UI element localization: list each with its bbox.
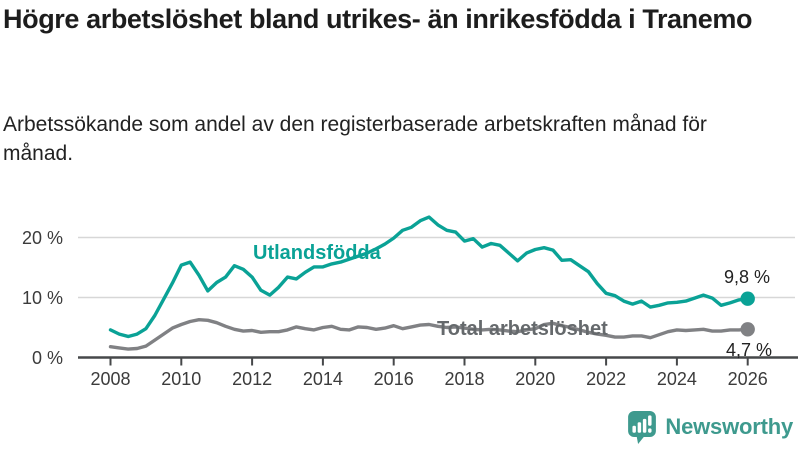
y-tick-label-20: 20 % [22,228,63,248]
x-tick-label: 2016 [374,369,414,389]
gridlines [78,236,795,299]
x-tick-label: 2008 [90,369,130,389]
y-axis-labels: 20 % 10 % 0 % [22,228,63,368]
y-tick-label-10: 10 % [22,288,63,308]
series-label-utlandsfodda: Utlandsfödda [253,242,382,264]
line-utlandsf-dda [108,215,750,339]
x-tick-label: 2026 [728,369,768,389]
series-label-total: Total arbetslöshet [437,318,608,340]
end-value-label-utlandsfodda: 9,8 % [724,267,770,287]
newsworthy-logo-link[interactable]: Newsworthy [628,409,793,445]
bar-chart-speech-bubble-icon [628,410,657,444]
x-tick-label: 2020 [515,369,555,389]
end-dot [740,291,755,306]
x-tick-label: 2024 [657,369,697,389]
x-tick-label: 2022 [586,369,626,389]
x-tick-label: 2018 [444,369,484,389]
x-tick-label: 2014 [303,369,343,389]
end-dot [740,322,755,337]
x-tick-label: 2010 [161,369,201,389]
x-tick-label: 2012 [232,369,272,389]
page-title: Högre arbetslöshet bland utrikes- än inr… [3,4,753,34]
newsworthy-logo-text: Newsworthy [665,414,793,439]
end-value-label-total: 4,7 % [726,340,772,360]
line-total-arbetsl-shet [108,318,750,351]
page-subtitle: Arbetssökande som andel av den registerb… [3,113,707,165]
x-axis: 2008 2010 2012 2014 2016 2018 2020 2022 2024 2026 [78,356,798,389]
series-lines [108,215,755,351]
y-tick-label-0: 0 % [32,348,63,368]
